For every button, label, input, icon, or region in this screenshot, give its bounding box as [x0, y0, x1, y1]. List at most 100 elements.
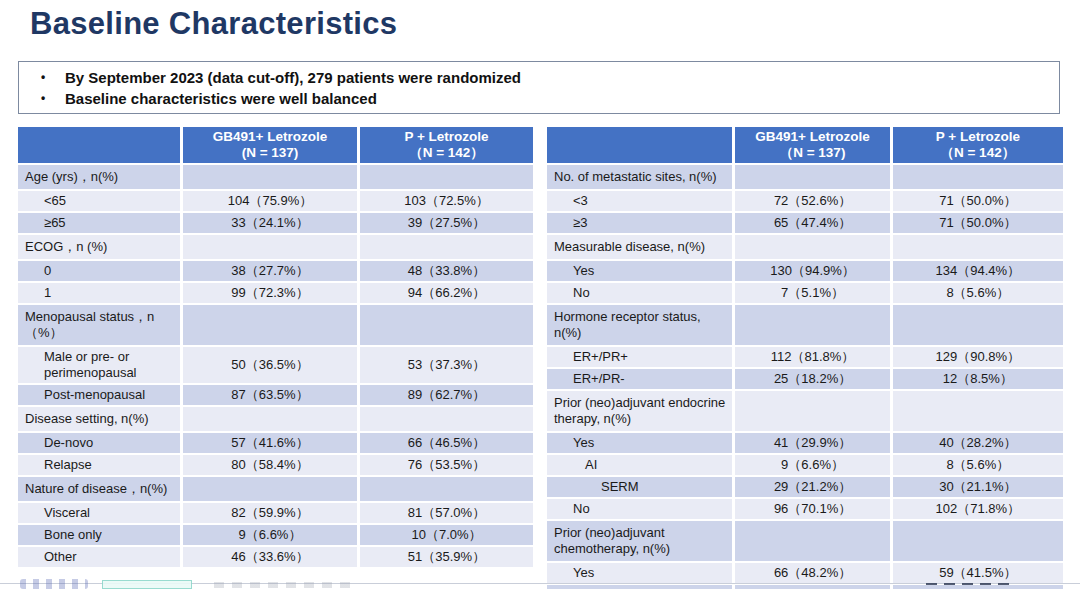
cell-value — [360, 477, 533, 501]
table-row: No7（5.1%）8（5.6%） — [547, 283, 1063, 303]
table-row: ECOG，n (%) — [18, 235, 533, 259]
cell-value — [893, 521, 1063, 561]
row-label: ER+/PR- — [547, 369, 732, 389]
cell-value: 57（41.6%） — [183, 433, 357, 453]
partial-logo-left-icon — [20, 579, 88, 589]
header-empty-cell — [18, 127, 180, 163]
row-label: SERM — [547, 477, 732, 497]
cell-value: 99（72.3%） — [183, 283, 357, 303]
table-row: 199（72.3%）94（66.2%） — [18, 283, 533, 303]
cell-value: 66（48.2%） — [735, 563, 889, 583]
table-row: Relapse80（58.4%）76（53.5%） — [18, 455, 533, 475]
cell-value: 48（33.8%） — [360, 261, 533, 281]
cell-value: 30（21.1%） — [893, 477, 1063, 497]
arm-n: （N = 137) — [737, 145, 887, 161]
cell-value: 104（75.9%） — [183, 191, 357, 211]
cell-value: 7（5.1%） — [735, 283, 889, 303]
partial-logo-teal-box — [102, 580, 192, 589]
table-row: 038（27.7%）48（33.8%） — [18, 261, 533, 281]
row-category-label: No. of metastatic sites, n(%) — [547, 165, 732, 189]
partial-logo-gray-marks — [214, 582, 354, 588]
row-label: 1 — [18, 283, 180, 303]
table-row: Visceral82（59.9%）81（57.0%） — [18, 503, 533, 523]
cell-value: 50（36.5%） — [183, 347, 357, 383]
cell-value: 96（70.1%） — [735, 499, 889, 519]
row-category-label: Hormone receptor status, n(%) — [547, 305, 732, 345]
table-row: Other46（33.6%）51（35.9%） — [18, 547, 533, 567]
cell-value: 10（7.0%） — [360, 525, 533, 545]
table-row: Age (yrs)，n(%) — [18, 165, 533, 189]
cell-value — [735, 391, 889, 431]
table-row: ER+/PR-25（18.2%）12（8.5%） — [547, 369, 1063, 389]
bullet-text: By September 2023 (data cut-off), 279 pa… — [65, 67, 521, 88]
row-label: No — [547, 585, 732, 589]
table-row: Menopausal status，n（%） — [18, 305, 533, 345]
table-row: Yes41（29.9%）40（28.2%） — [547, 433, 1063, 453]
cell-value: 40（28.2%） — [893, 433, 1063, 453]
bullet-icon: • — [35, 67, 65, 88]
cell-value: 12（8.5%） — [893, 369, 1063, 389]
cell-value — [893, 235, 1063, 259]
table-row: ≥6533（24.1%）39（27.5%） — [18, 213, 533, 233]
arm-name: P + Letrozole — [362, 129, 531, 145]
table-row: Hormone receptor status, n(%) — [547, 305, 1063, 345]
cell-value: 87（63.5%） — [183, 385, 357, 405]
row-label: Yes — [547, 433, 732, 453]
table-row: No. of metastatic sites, n(%) — [547, 165, 1063, 189]
cell-value — [360, 407, 533, 431]
row-label: ≥3 — [547, 213, 732, 233]
table-row: No96（70.1%）102（71.8%） — [547, 499, 1063, 519]
row-label: No — [547, 283, 732, 303]
row-category-label: Prior (neo)adjuvant endocrine therapy, n… — [547, 391, 732, 431]
page-title: Baseline Characteristics — [30, 6, 397, 42]
summary-bullet-box: • By September 2023 (data cut-off), 279 … — [18, 61, 1060, 114]
cell-value: 72（52.6%） — [735, 191, 889, 211]
row-category-label: Prior (neo)adjuvant chemotherapy, n(%) — [547, 521, 732, 561]
table-row: ER+/PR+112（81.8%）129（90.8%） — [547, 347, 1063, 367]
cell-value: 71（51.8%） — [735, 585, 889, 589]
row-label: Yes — [547, 563, 732, 583]
row-label: <65 — [18, 191, 180, 211]
header-arm-placebo: P + Letrozole （N = 142） — [360, 127, 533, 163]
cell-value: 129（90.8%） — [893, 347, 1063, 367]
cell-value: 46（33.6%） — [183, 547, 357, 567]
row-label: ER+/PR+ — [547, 347, 732, 367]
cell-value: 59（41.5%） — [893, 563, 1063, 583]
bullet-text: Baseline characteristics were well balan… — [65, 88, 377, 109]
header-arm-gb491: GB491+ Letrozole （N = 137) — [735, 127, 889, 163]
cell-value: 25（18.2%） — [735, 369, 889, 389]
row-label: <3 — [547, 191, 732, 211]
table-row: No71（51.8%）83（58.5%） — [547, 585, 1063, 589]
cell-value: 94（66.2%） — [360, 283, 533, 303]
row-label: Other — [18, 547, 180, 567]
cell-value: 76（53.5%） — [360, 455, 533, 475]
cell-value: 82（59.9%） — [183, 503, 357, 523]
cell-value — [893, 165, 1063, 189]
cell-value: 71（50.0%） — [893, 213, 1063, 233]
cell-value — [735, 521, 889, 561]
bullet-icon: • — [35, 88, 65, 109]
row-label: Bone only — [18, 525, 180, 545]
cell-value: 33（24.1%） — [183, 213, 357, 233]
cell-value: 134（94.4%） — [893, 261, 1063, 281]
arm-name: P + Letrozole — [895, 129, 1061, 145]
arm-name: GB491+ Letrozole — [737, 129, 887, 145]
row-category-label: Menopausal status，n（%） — [18, 305, 180, 345]
row-label: Visceral — [18, 503, 180, 523]
table-row: Male or pre- or perimenopausal50（36.5%）5… — [18, 347, 533, 383]
header-empty-cell — [547, 127, 732, 163]
cell-value — [183, 407, 357, 431]
cell-value: 29（21.2%） — [735, 477, 889, 497]
cell-value: 103（72.5%） — [360, 191, 533, 211]
row-label: 0 — [18, 261, 180, 281]
cell-value — [183, 165, 357, 189]
cell-value — [893, 305, 1063, 345]
table-row: ≥365（47.4%）71（50.0%） — [547, 213, 1063, 233]
cell-value: 80（58.4%） — [183, 455, 357, 475]
cell-value: 81（57.0%） — [360, 503, 533, 523]
row-category-label: Disease setting, n(%) — [18, 407, 180, 431]
row-category-label: ECOG，n (%) — [18, 235, 180, 259]
row-category-label: Measurable disease, n(%) — [547, 235, 732, 259]
table-row: De-novo57（41.6%）66（46.5%） — [18, 433, 533, 453]
cell-value: 130（94.9%） — [735, 261, 889, 281]
